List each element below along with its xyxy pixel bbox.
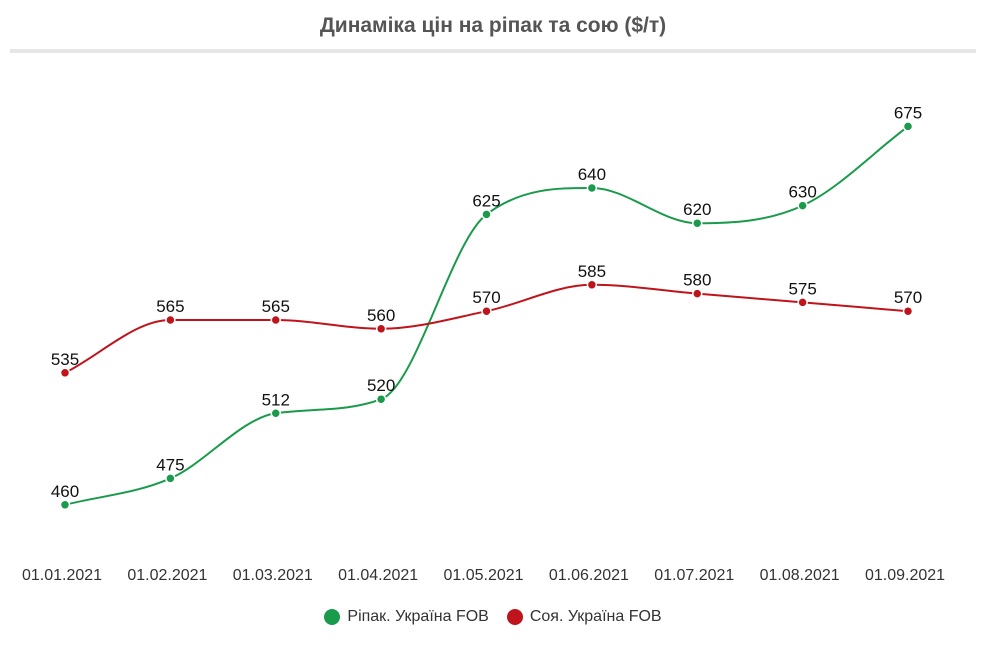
data-points bbox=[59, 121, 914, 511]
data-label-rapeseed: 512 bbox=[262, 390, 290, 409]
data-label-rapeseed: 475 bbox=[156, 455, 184, 474]
data-point-rapeseed bbox=[586, 182, 598, 194]
data-point-rapeseed bbox=[270, 408, 281, 419]
x-tick-label: 01.02.2021 bbox=[127, 567, 207, 584]
data-point-soy bbox=[165, 314, 176, 326]
data-label-soy: 570 bbox=[472, 288, 500, 307]
title-divider bbox=[10, 49, 976, 53]
x-tick-label: 01.05.2021 bbox=[443, 567, 523, 584]
chart-title: Динаміка цін на ріпак та сою ($/т) bbox=[319, 14, 667, 37]
legend: Ріпак. Україна FOB Соя. Україна FOB bbox=[0, 608, 986, 626]
legend-item-rapeseed[interactable]: Ріпак. Україна FOB bbox=[324, 608, 489, 626]
data-point-rapeseed bbox=[375, 393, 387, 405]
data-point-rapeseed bbox=[165, 473, 176, 484]
data-point-rapeseed bbox=[481, 209, 492, 220]
x-tick-label: 01.01.2021 bbox=[22, 567, 102, 584]
legend-item-soy[interactable]: Соя. Україна FOB bbox=[506, 608, 662, 626]
data-label-soy: 570 bbox=[894, 288, 922, 307]
x-tick-label: 01.06.2021 bbox=[549, 567, 629, 584]
data-label-rapeseed: 640 bbox=[578, 165, 606, 184]
data-label-soy: 585 bbox=[578, 262, 606, 281]
data-point-soy bbox=[692, 288, 703, 299]
legend-label: Ріпак. Україна FOB bbox=[347, 608, 489, 625]
data-point-rapeseed bbox=[59, 499, 71, 511]
data-label-soy: 560 bbox=[367, 306, 395, 325]
legend-marker-icon bbox=[324, 609, 341, 625]
data-point-soy bbox=[375, 323, 387, 335]
x-tick-label: 01.09.2021 bbox=[865, 567, 945, 584]
data-label-soy: 575 bbox=[788, 279, 816, 298]
data-label-soy: 535 bbox=[51, 350, 79, 369]
data-point-soy bbox=[902, 305, 914, 317]
data-label-rapeseed: 520 bbox=[367, 376, 395, 395]
data-point-soy bbox=[59, 367, 71, 379]
data-label-soy: 565 bbox=[262, 297, 290, 316]
legend-marker-icon bbox=[506, 609, 523, 625]
data-point-rapeseed bbox=[797, 200, 808, 211]
x-tick-label: 01.08.2021 bbox=[760, 567, 840, 584]
data-label-soy: 565 bbox=[156, 297, 184, 316]
series-line-rapeseed bbox=[64, 125, 909, 506]
x-tick-label: 01.03.2021 bbox=[233, 567, 313, 584]
data-point-soy bbox=[797, 297, 808, 308]
data-point-soy bbox=[586, 279, 598, 291]
data-point-rapeseed bbox=[902, 121, 914, 132]
legend-label: Соя. Україна FOB bbox=[529, 608, 662, 625]
x-tick-label: 01.07.2021 bbox=[654, 567, 734, 584]
data-labels: 460 475 512 520 625 640 620 630 675 535 565 565 560 5… bbox=[51, 103, 922, 500]
data-label-soy: 580 bbox=[683, 271, 711, 290]
x-axis-ticks: 01.01.2021 01.02.2021 01.03.2021 01.04.2021… bbox=[22, 567, 945, 584]
data-label-rapeseed: 675 bbox=[894, 103, 922, 122]
data-label-rapeseed: 620 bbox=[683, 200, 711, 219]
data-label-rapeseed: 625 bbox=[472, 191, 500, 210]
data-point-soy bbox=[481, 305, 492, 317]
data-label-rapeseed: 630 bbox=[788, 183, 816, 202]
x-tick-label: 01.04.2021 bbox=[338, 567, 418, 584]
data-point-rapeseed bbox=[692, 217, 703, 229]
data-label-rapeseed: 460 bbox=[51, 482, 79, 501]
data-point-soy bbox=[270, 314, 281, 326]
